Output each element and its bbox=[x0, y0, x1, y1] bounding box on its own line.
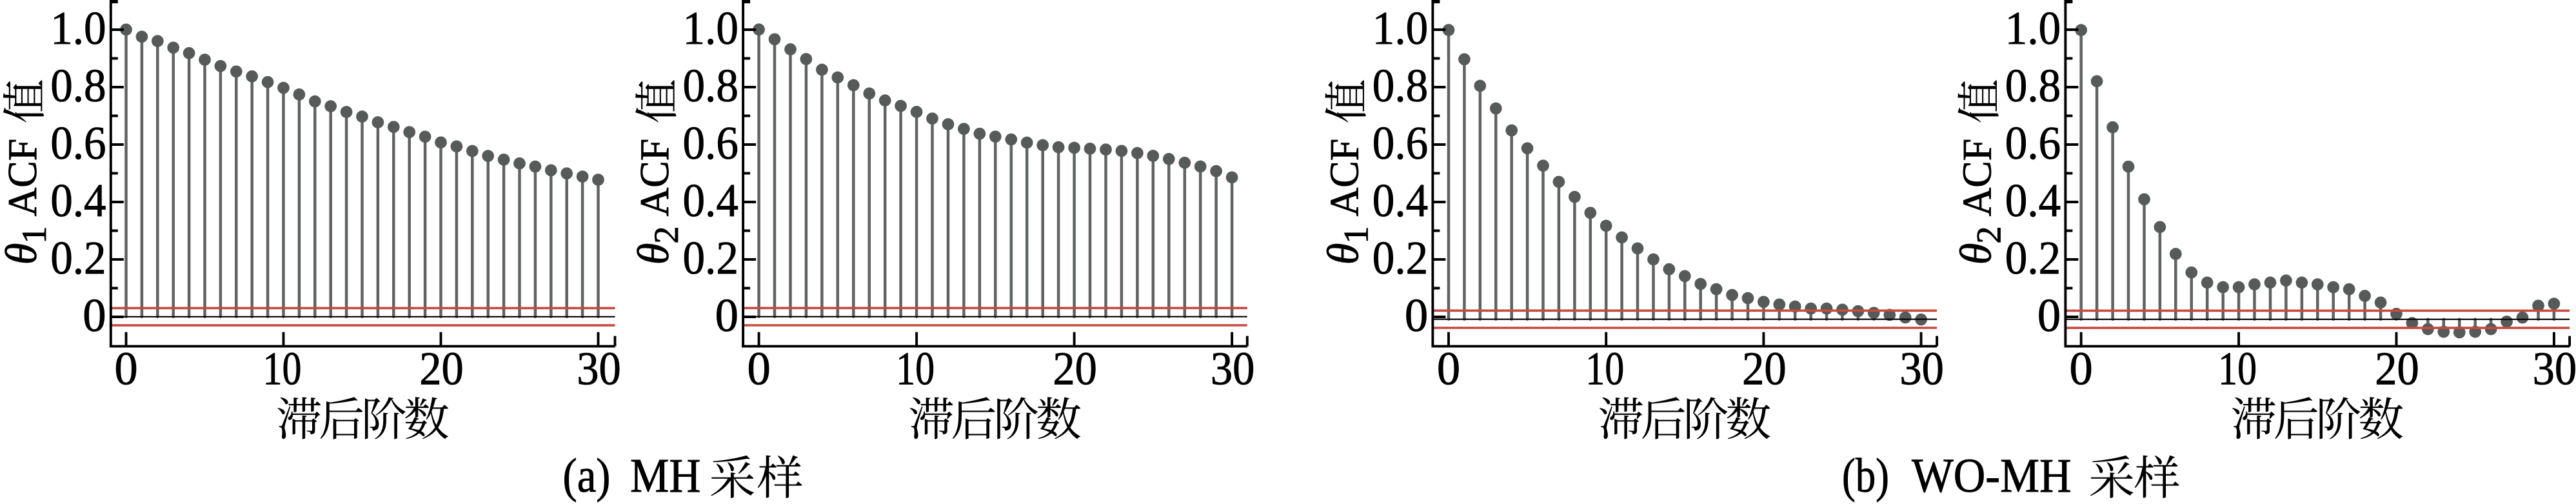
svg-text:0: 0 bbox=[83, 289, 106, 341]
svg-text:ACF: ACF bbox=[631, 139, 677, 217]
svg-text:1.0: 1.0 bbox=[683, 2, 738, 54]
svg-text:20: 20 bbox=[419, 343, 464, 395]
svg-text:0.6: 0.6 bbox=[683, 117, 738, 169]
svg-text:1: 1 bbox=[1337, 226, 1376, 243]
svg-text:10: 10 bbox=[263, 343, 302, 395]
svg-text:0.2: 0.2 bbox=[1372, 232, 1428, 284]
svg-text:WO-MH: WO-MH bbox=[1912, 449, 2072, 503]
svg-text:θ: θ bbox=[1952, 243, 2001, 265]
svg-text:0.8: 0.8 bbox=[2005, 59, 2061, 112]
svg-text:ACF: ACF bbox=[1954, 139, 2000, 217]
svg-text:0.2: 0.2 bbox=[2005, 232, 2061, 284]
svg-text:20: 20 bbox=[2375, 343, 2419, 395]
svg-text:0.8: 0.8 bbox=[50, 59, 106, 112]
svg-text:30: 30 bbox=[2533, 343, 2576, 395]
svg-text:θ: θ bbox=[629, 243, 678, 265]
svg-text:MH: MH bbox=[630, 449, 700, 503]
svg-text:0: 0 bbox=[1405, 289, 1428, 341]
svg-text:0.4: 0.4 bbox=[1372, 174, 1428, 227]
svg-text:0.2: 0.2 bbox=[683, 232, 738, 284]
svg-text:θ: θ bbox=[0, 243, 46, 265]
svg-text:θ: θ bbox=[1319, 243, 1368, 265]
svg-text:1: 1 bbox=[15, 226, 54, 243]
svg-text:10: 10 bbox=[896, 343, 935, 395]
svg-text:10: 10 bbox=[2218, 343, 2257, 395]
svg-text:1.0: 1.0 bbox=[50, 2, 106, 54]
svg-text:0.8: 0.8 bbox=[683, 59, 738, 112]
svg-text:0: 0 bbox=[1437, 343, 1460, 395]
svg-text:20: 20 bbox=[1742, 343, 1787, 395]
svg-text:30: 30 bbox=[577, 343, 621, 395]
svg-text:20: 20 bbox=[1053, 343, 1097, 395]
svg-text:0: 0 bbox=[2037, 289, 2061, 341]
svg-text:10: 10 bbox=[1585, 343, 1624, 395]
svg-text:0: 0 bbox=[2070, 343, 2093, 395]
svg-text:0.4: 0.4 bbox=[2005, 174, 2061, 227]
svg-text:0.2: 0.2 bbox=[50, 232, 106, 284]
svg-text:0: 0 bbox=[747, 343, 770, 395]
svg-text:0: 0 bbox=[114, 343, 137, 395]
svg-text:0.6: 0.6 bbox=[1372, 117, 1428, 169]
svg-text:1.0: 1.0 bbox=[2005, 2, 2061, 54]
svg-text:1.0: 1.0 bbox=[1372, 2, 1428, 54]
svg-text:ACF: ACF bbox=[1322, 139, 1367, 217]
svg-text:(a): (a) bbox=[563, 449, 611, 503]
svg-text:30: 30 bbox=[1211, 343, 1255, 395]
svg-text:0.8: 0.8 bbox=[1372, 59, 1428, 112]
svg-text:2: 2 bbox=[647, 226, 686, 243]
svg-text:0: 0 bbox=[715, 289, 738, 341]
svg-text:0.4: 0.4 bbox=[683, 174, 738, 227]
svg-text:0.6: 0.6 bbox=[2005, 117, 2061, 169]
svg-text:(b): (b) bbox=[1842, 449, 1889, 503]
svg-text:2: 2 bbox=[1970, 226, 2008, 243]
svg-text:0.6: 0.6 bbox=[50, 117, 106, 169]
svg-text:30: 30 bbox=[1899, 343, 1944, 395]
svg-text:ACF: ACF bbox=[0, 139, 45, 217]
svg-text:0.4: 0.4 bbox=[50, 174, 106, 227]
